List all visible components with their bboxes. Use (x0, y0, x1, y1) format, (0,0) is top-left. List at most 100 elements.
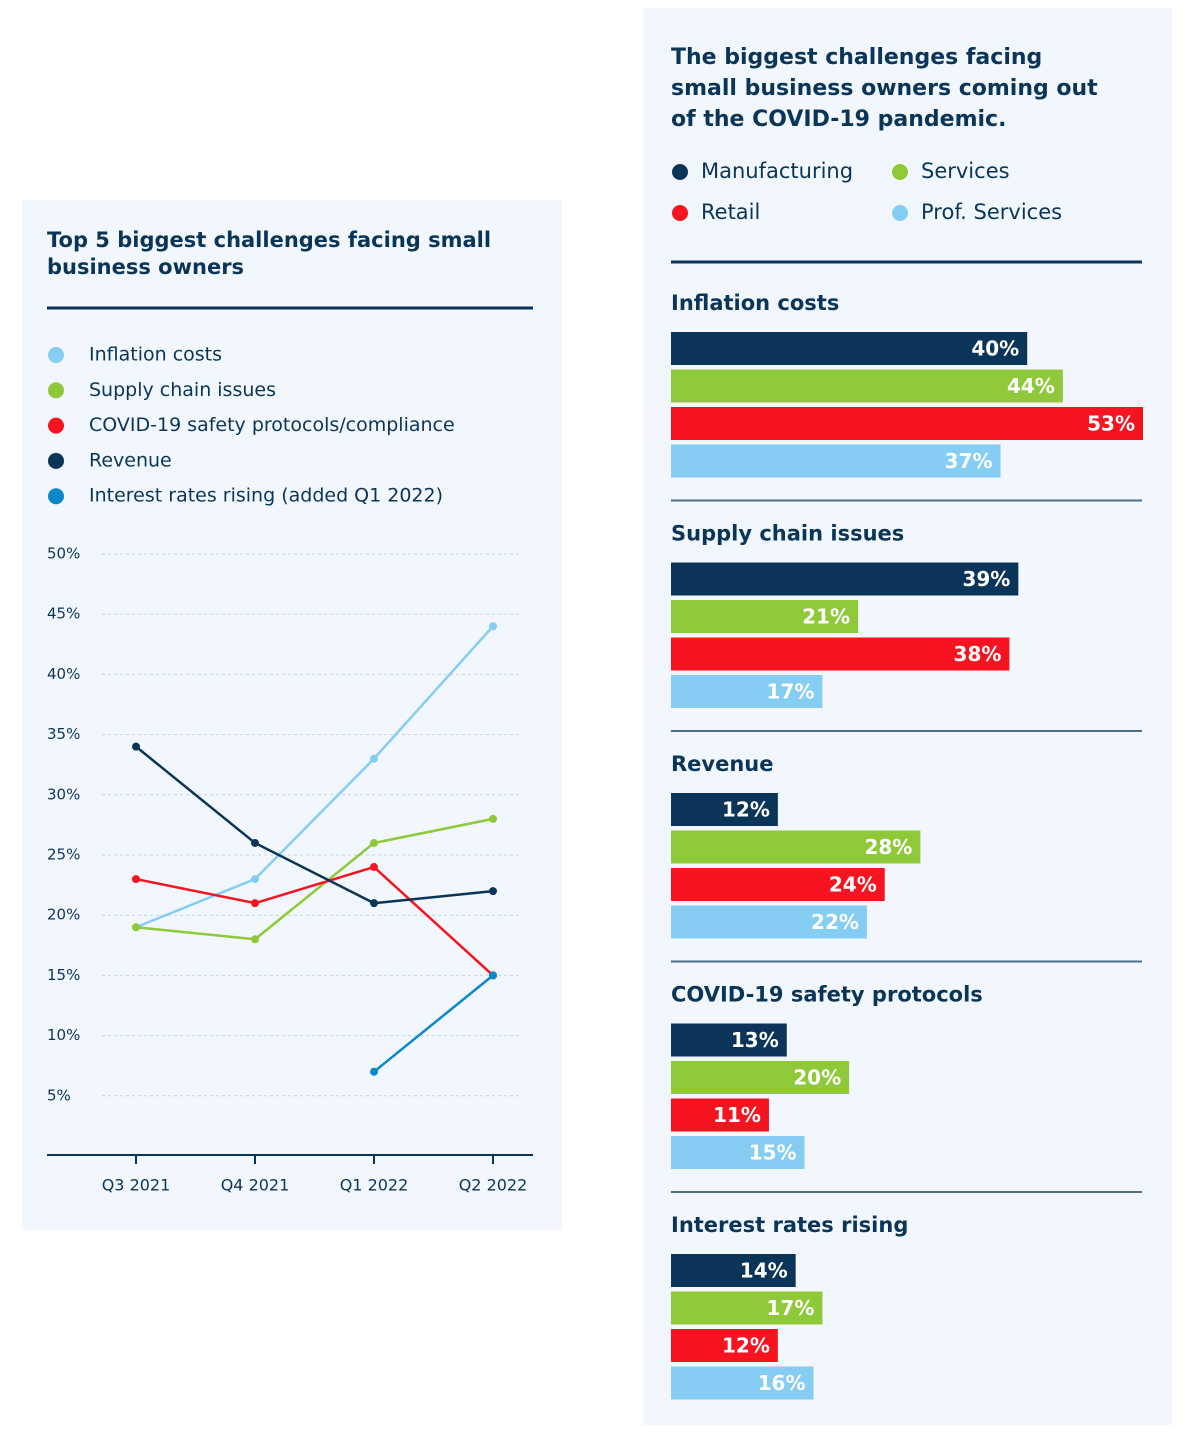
bar (671, 1254, 796, 1287)
bar (671, 1061, 850, 1094)
value-label: 20% (793, 1066, 841, 1090)
y-tick-label: 15% (47, 966, 80, 984)
legend-marker (48, 417, 64, 434)
point (132, 923, 140, 932)
legend-label: Manufacturing (701, 159, 853, 183)
value-label: 11% (713, 1103, 761, 1127)
legend-label: Prof. Services (921, 200, 1062, 224)
chart-title: The biggest challenges facing small busi… (671, 45, 1098, 132)
value-label: 12% (722, 1334, 770, 1358)
legend-label: Supply chain issues (89, 379, 276, 401)
value-label: 24% (829, 873, 877, 897)
bar (671, 1291, 823, 1325)
line (135, 745, 494, 905)
value-label: 13% (731, 1028, 779, 1052)
bar (671, 1329, 778, 1362)
bar (671, 407, 1143, 440)
bar (671, 444, 1001, 478)
point (370, 838, 378, 847)
value-label: 40% (971, 337, 1019, 361)
line (135, 865, 494, 977)
point (251, 875, 259, 884)
value-label: 38% (954, 642, 1002, 666)
category-label: Inflation costs (671, 291, 839, 315)
y-tick-label: 25% (47, 846, 80, 864)
bar (671, 637, 1010, 671)
bar (671, 600, 859, 633)
category-label: Supply chain issues (671, 522, 904, 546)
point (370, 863, 378, 872)
point (489, 887, 497, 896)
bar (671, 793, 778, 826)
legend-label: Services (921, 159, 1010, 183)
bar (671, 830, 921, 864)
point (251, 838, 259, 847)
point (370, 899, 378, 908)
left-panel (22, 200, 562, 1230)
value-label: 44% (1007, 374, 1055, 398)
legend-label: Revenue (89, 449, 172, 471)
point (132, 742, 140, 751)
bar (671, 905, 867, 939)
bar (671, 1098, 769, 1132)
point (370, 754, 378, 763)
value-label: 12% (722, 798, 770, 822)
value-label: 28% (864, 835, 912, 859)
legend-marker (48, 382, 64, 399)
value-label: 21% (802, 605, 850, 629)
legend-label: COVID-19 safety protocols/compliance (89, 414, 455, 436)
line (135, 625, 494, 929)
bar (671, 868, 885, 901)
x-tick-label: Q2 2022 (459, 1176, 528, 1195)
value-label: 14% (740, 1259, 788, 1283)
x-tick-label: Q4 2021 (221, 1176, 290, 1195)
point (251, 899, 259, 908)
legend-marker (48, 452, 64, 469)
bar (671, 562, 1019, 596)
line (135, 817, 494, 941)
point (132, 875, 140, 884)
chart-title: Top 5 biggest challenges facing small bu… (47, 228, 492, 279)
legend-marker (892, 164, 908, 180)
legend-marker (48, 347, 64, 363)
legend-marker (48, 488, 64, 505)
x-tick-label: Q1 2022 (340, 1176, 409, 1195)
point (489, 814, 497, 823)
bar (671, 332, 1028, 365)
y-tick-label: 30% (47, 785, 80, 803)
value-label: 37% (945, 449, 993, 473)
value-label: 17% (767, 1296, 815, 1320)
category-label: Interest rates rising (671, 1213, 908, 1237)
value-label: 15% (749, 1141, 797, 1165)
legend-marker (672, 205, 688, 221)
x-tick-label: Q3 2021 (102, 1176, 171, 1195)
y-tick-label: 10% (47, 1026, 80, 1044)
legend-label: Interest rates rising (added Q1 2022) (89, 485, 443, 507)
y-tick-label: 35% (47, 725, 80, 743)
value-label: 22% (811, 910, 859, 934)
point (489, 622, 497, 631)
legend-marker (672, 164, 688, 180)
y-tick-label: 45% (47, 605, 80, 623)
point (489, 971, 497, 980)
legend-marker (892, 205, 908, 221)
bar (671, 1023, 787, 1057)
y-tick-label: 50% (47, 545, 80, 563)
value-label: 17% (767, 680, 815, 704)
bar (671, 675, 823, 708)
y-tick-label: 5% (47, 1086, 71, 1104)
point (251, 935, 259, 944)
category-label: Revenue (671, 752, 774, 776)
legend-label: Inflation costs (89, 344, 222, 366)
bar (671, 1136, 805, 1169)
right-panel (643, 8, 1172, 1425)
line (373, 974, 494, 1073)
point (370, 1067, 378, 1076)
value-label: 39% (962, 567, 1010, 591)
legend-label: Retail (701, 200, 760, 224)
y-tick-label: 20% (47, 906, 80, 924)
category-label: COVID-19 safety protocols (671, 983, 983, 1007)
value-label: 53% (1087, 412, 1135, 436)
